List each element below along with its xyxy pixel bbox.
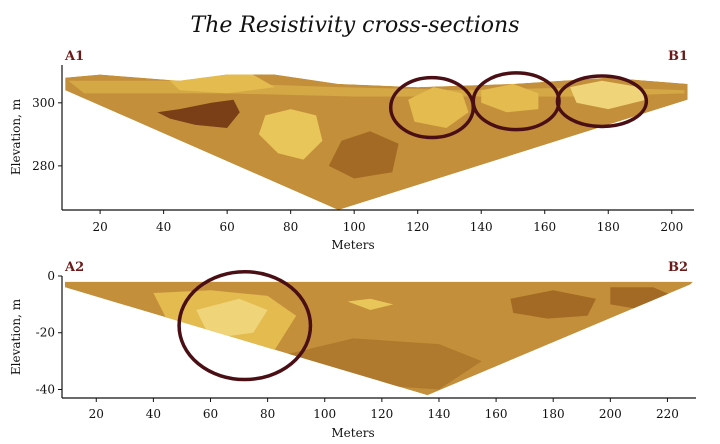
x-tick-label: 160 [485,407,508,421]
x-tick-label: 200 [660,220,683,234]
x-tick-label: 100 [343,220,366,234]
resistivity-region-1-3 [157,99,240,128]
y-tick-label: 280 [32,159,55,173]
x-tick-label: 120 [406,220,429,234]
resistivity-region-1-5 [408,87,469,128]
x-tick-label: 220 [656,407,679,421]
x-tick-label: 40 [156,220,171,234]
x-tick-label: 80 [283,220,298,234]
y-axis-label-1: Elevation, m [9,98,23,175]
x-tick-label: 20 [92,220,107,234]
resistivity-region-2-3 [347,298,394,310]
x-tick-label: 200 [599,407,622,421]
x-axis-label-2: Meters [331,426,374,440]
x-tick-label: 120 [370,407,393,421]
resistivity-region-1-4 [258,109,323,160]
x-tick-label: 40 [146,407,161,421]
y-tick-label: 300 [32,96,55,110]
resistivity-region-1-7 [570,80,647,110]
end-label-b2: B2 [668,260,688,275]
resistivity-region-2-5 [610,287,674,310]
y-tick-label: -20 [36,326,55,340]
x-tick-label: 100 [313,407,336,421]
resistivity-region-2-2 [196,298,268,339]
resistivity-region-1-6 [481,83,539,113]
resistivity-region-2-4 [510,290,596,319]
highlight-ellipse [555,74,649,129]
x-axis-label-1: Meters [331,238,374,252]
end-label-b1: B1 [668,49,688,64]
y-tick-label: 0 [47,269,55,283]
chart-title: The Resistivity cross-sections [191,13,520,38]
x-tick-label: 140 [470,220,493,234]
y-tick-label: -40 [36,382,55,396]
highlight-ellipse [177,269,313,382]
x-tick-label: 180 [597,220,620,234]
y-axis-label-2: Elevation, m [9,298,23,375]
start-label-a1: A1 [64,49,84,64]
resistivity-region-1-8 [328,131,399,179]
x-tick-label: 20 [89,407,104,421]
x-tick-label: 60 [220,220,235,234]
cross-section-panel-2: A2 B2 Meters Elevation, m 20 40 60 80 100 120… [9,260,696,440]
x-tick-label: 160 [533,220,556,234]
start-label-a2: A2 [64,260,84,275]
resistivity-region-2-6 [281,338,482,390]
x-tick-label: 60 [203,407,218,421]
x-tick-label: 180 [542,407,565,421]
x-tick-label: 80 [260,407,275,421]
x-tick-label: 140 [428,407,451,421]
cross-section-panel-1: A1 B1 Meters Elevation, m 20 40 60 80 100 120… [9,49,694,252]
